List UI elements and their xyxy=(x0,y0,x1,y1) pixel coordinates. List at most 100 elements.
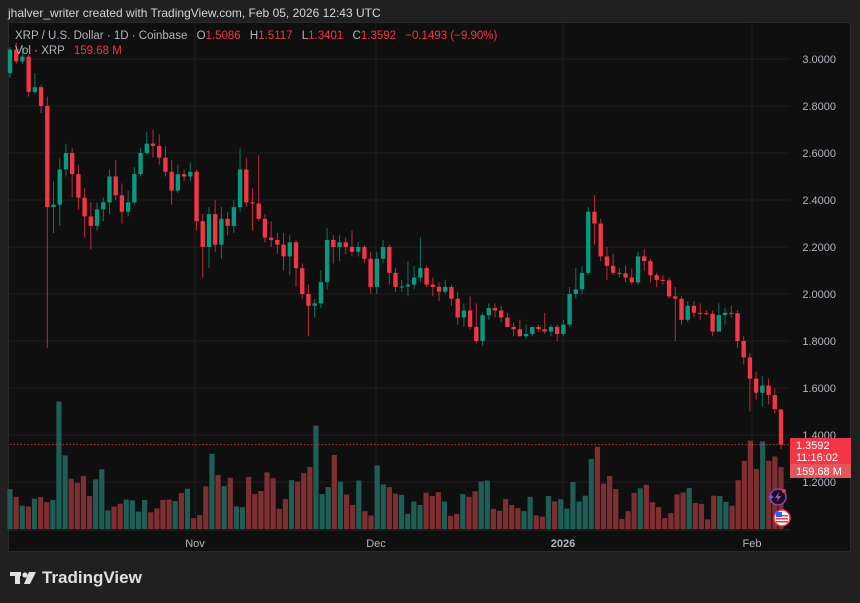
candle[interactable] xyxy=(119,183,125,224)
candle[interactable] xyxy=(387,244,392,285)
candle[interactable] xyxy=(443,279,448,294)
candle[interactable] xyxy=(20,44,25,64)
candle[interactable] xyxy=(461,303,467,327)
candle[interactable] xyxy=(604,247,610,280)
candle[interactable] xyxy=(250,188,255,231)
candle[interactable] xyxy=(666,277,672,299)
candle[interactable] xyxy=(26,54,31,97)
candle[interactable] xyxy=(82,188,87,238)
candle[interactable] xyxy=(125,190,131,217)
candle[interactable] xyxy=(306,284,311,337)
candle[interactable] xyxy=(554,324,560,341)
candle[interactable] xyxy=(362,244,367,264)
candle[interactable] xyxy=(331,235,336,264)
candle[interactable] xyxy=(474,303,479,344)
candle[interactable] xyxy=(598,218,603,262)
candle[interactable] xyxy=(113,160,118,200)
candle[interactable] xyxy=(324,228,330,290)
candle[interactable] xyxy=(343,237,348,255)
candle[interactable] xyxy=(492,303,498,318)
candle[interactable] xyxy=(32,73,38,95)
candle[interactable] xyxy=(237,148,243,212)
candle[interactable] xyxy=(411,265,417,290)
candle[interactable] xyxy=(219,207,224,259)
candle[interactable] xyxy=(14,42,19,64)
candle[interactable] xyxy=(586,207,591,276)
candle[interactable] xyxy=(380,239,386,264)
candle[interactable] xyxy=(499,305,504,323)
candle[interactable] xyxy=(716,303,721,332)
candle[interactable] xyxy=(318,270,324,309)
candle[interactable] xyxy=(287,235,292,276)
candle[interactable] xyxy=(505,312,510,327)
chart-panel[interactable] xyxy=(8,22,851,552)
candle[interactable] xyxy=(293,239,299,287)
candle[interactable] xyxy=(188,162,193,182)
candle[interactable] xyxy=(63,143,69,177)
candle[interactable] xyxy=(567,286,572,327)
candle[interactable] xyxy=(648,258,653,283)
candle[interactable] xyxy=(262,214,268,243)
candle[interactable] xyxy=(393,268,398,292)
candle[interactable] xyxy=(704,310,709,316)
candle[interactable] xyxy=(436,282,442,302)
candle[interactable] xyxy=(455,291,460,325)
candle[interactable] xyxy=(573,268,578,299)
candle[interactable] xyxy=(635,251,641,285)
candle[interactable] xyxy=(138,148,143,177)
candle[interactable] xyxy=(374,251,380,294)
candle[interactable] xyxy=(673,286,678,341)
candle[interactable] xyxy=(157,134,162,165)
candle[interactable] xyxy=(38,84,44,114)
candle[interactable] xyxy=(660,275,666,285)
candle[interactable] xyxy=(617,268,622,278)
candle[interactable] xyxy=(424,265,429,287)
symbol-title[interactable]: XRP / U.S. Dollar · 1D · Coinbase xyxy=(15,30,188,42)
candle[interactable] xyxy=(722,308,728,325)
candle[interactable] xyxy=(101,197,106,222)
candle[interactable] xyxy=(150,129,156,158)
candle[interactable] xyxy=(697,303,703,320)
candle[interactable] xyxy=(536,324,541,332)
us-flag-icon[interactable] xyxy=(773,509,791,527)
candle[interactable] xyxy=(753,371,759,400)
candle[interactable] xyxy=(729,305,734,318)
candle[interactable] xyxy=(449,284,454,306)
candle[interactable] xyxy=(356,242,361,257)
candle[interactable] xyxy=(517,319,523,337)
candle[interactable] xyxy=(281,232,286,271)
candle[interactable] xyxy=(623,265,628,283)
candle[interactable] xyxy=(300,263,305,299)
candle[interactable] xyxy=(76,164,81,210)
candle[interactable] xyxy=(685,301,690,323)
candle[interactable] xyxy=(200,214,205,278)
candle[interactable] xyxy=(486,303,491,320)
candle[interactable] xyxy=(592,195,597,245)
candle[interactable] xyxy=(268,221,274,247)
candle[interactable] xyxy=(206,207,212,269)
candle[interactable] xyxy=(45,96,50,349)
lightning-event-icon[interactable] xyxy=(768,488,787,506)
candle[interactable] xyxy=(399,279,404,292)
candle[interactable] xyxy=(194,169,199,231)
volume-label[interactable]: Vol · XRP xyxy=(15,45,65,57)
candle[interactable] xyxy=(430,277,435,297)
candle[interactable] xyxy=(231,200,237,233)
candle[interactable] xyxy=(51,181,56,233)
candle[interactable] xyxy=(710,310,715,337)
candle[interactable] xyxy=(610,254,616,276)
candle[interactable] xyxy=(368,251,373,294)
candle[interactable] xyxy=(691,301,697,318)
candle[interactable] xyxy=(256,155,261,222)
candle[interactable] xyxy=(747,352,753,412)
candle[interactable] xyxy=(244,157,249,208)
candle[interactable] xyxy=(579,265,585,294)
candle[interactable] xyxy=(741,336,746,365)
candle[interactable] xyxy=(144,131,149,156)
candle[interactable] xyxy=(94,202,100,231)
candle[interactable] xyxy=(312,298,317,318)
candle[interactable] xyxy=(57,157,62,226)
candle[interactable] xyxy=(132,167,137,205)
tradingview-logo[interactable]: TradingView xyxy=(10,568,142,588)
